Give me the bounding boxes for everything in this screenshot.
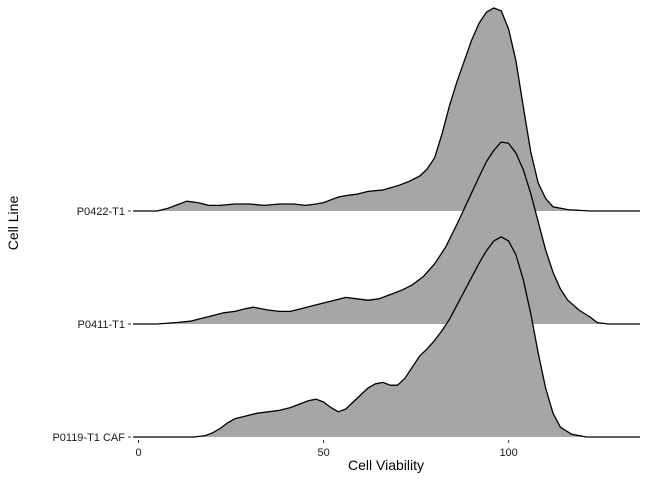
x-tick-label: 100 (499, 447, 517, 459)
y-axis-title: Cell Line (5, 196, 21, 251)
y-tick-label: P0422-T1 (77, 206, 125, 218)
ridge-line-p0411-t1 (133, 141, 640, 325)
x-axis-title: Cell Viability (348, 457, 424, 473)
y-tick-label: P0411-T1 (78, 319, 126, 331)
x-tick-label: 50 (317, 447, 329, 459)
ridge-area-p0119-t1-caf (133, 236, 640, 437)
x-axis: 0 50 100 (135, 440, 518, 459)
ridge-area-p0422-t1 (133, 8, 640, 211)
y-tick-label: P0119-T1 CAF (52, 432, 125, 444)
y-axis: P0422-T1 P0411-T1 P0119-T1 CAF (52, 206, 131, 444)
ridge-line-p0422-t1 (133, 7, 640, 212)
ridges-layer (133, 7, 640, 438)
ridge-area-p0411-t1 (133, 142, 640, 324)
x-tick-label: 0 (135, 447, 141, 459)
ridge-line-p0119-t1-caf (133, 236, 640, 438)
